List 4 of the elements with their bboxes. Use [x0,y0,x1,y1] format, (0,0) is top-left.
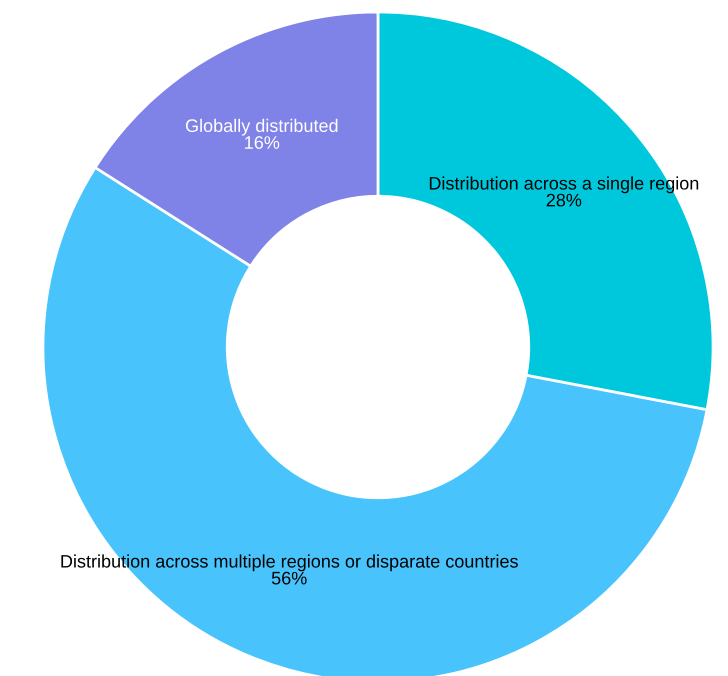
data-label: 28% [546,194,582,207]
slice-label: Globally distributed [186,118,338,136]
data-label: 56% [272,572,307,585]
data-label: 16% [245,136,280,149]
